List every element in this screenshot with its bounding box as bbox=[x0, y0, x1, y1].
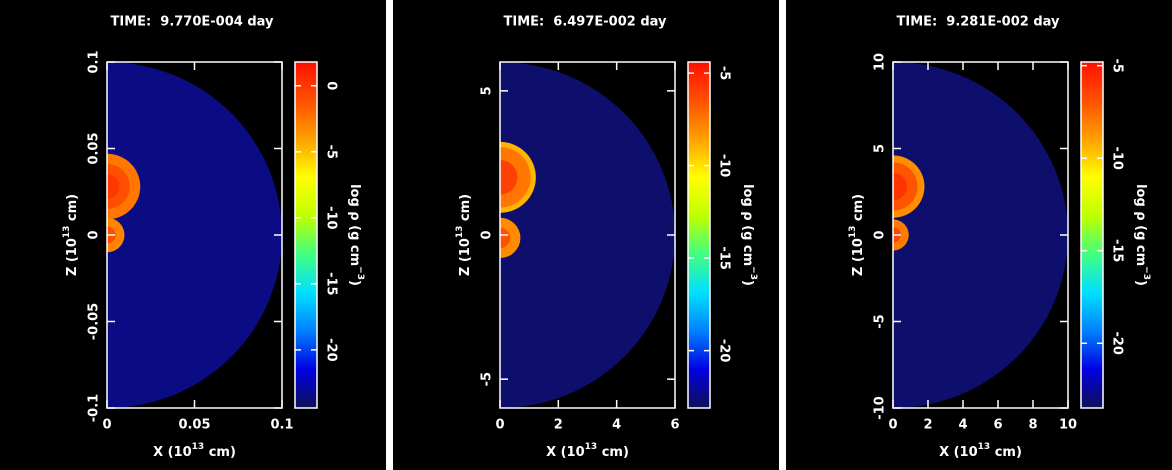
x-tick-label: 0 bbox=[495, 418, 504, 433]
density-region bbox=[107, 62, 282, 408]
x-tick-label: 0.05 bbox=[178, 418, 210, 433]
label-part: ) bbox=[1134, 280, 1149, 286]
x-axis-label: X (1013 cm) bbox=[546, 442, 629, 460]
x-tick-label: 0 bbox=[102, 418, 111, 433]
x-axis-label: X (1013 cm) bbox=[153, 442, 236, 460]
colorbar bbox=[294, 61, 318, 409]
label-part: log ρ (g cm bbox=[741, 184, 756, 266]
panel: TIME: 9.281E-002 day 0 2 4 6 8 10 -10 -5 0 5 10 -5 -1… bbox=[786, 0, 1172, 470]
y-tick-label: -5 bbox=[873, 314, 888, 328]
label-part: cm) bbox=[990, 445, 1022, 460]
label-part: cm) bbox=[65, 194, 80, 226]
label-part: cm) bbox=[851, 194, 866, 226]
label-part: Z (10 bbox=[851, 238, 866, 276]
colorbar-tick-label: -20 bbox=[1110, 331, 1125, 355]
x-tick-label: 2 bbox=[554, 418, 563, 433]
colorbar-tick-label: -20 bbox=[324, 338, 339, 362]
y-tick-label: 0 bbox=[873, 230, 888, 239]
label-part: ) bbox=[348, 280, 363, 286]
colorbar-tick-label: -10 bbox=[1110, 146, 1125, 170]
superscript: −3 bbox=[749, 266, 759, 280]
density-region bbox=[500, 160, 518, 195]
y-tick-label: -10 bbox=[873, 396, 888, 420]
y-axis-label: Z (1013 cm) bbox=[848, 194, 866, 276]
y-tick-label: 0 bbox=[87, 230, 102, 239]
label-part: Z (10 bbox=[458, 238, 473, 276]
y-tick-label: 5 bbox=[873, 144, 888, 153]
colorbar-tick-label: -10 bbox=[717, 154, 732, 178]
plot-area bbox=[500, 62, 675, 408]
label-part: X (10 bbox=[153, 445, 192, 460]
colorbar-tick-label: -20 bbox=[717, 339, 732, 363]
label-part: log ρ (g cm bbox=[348, 184, 363, 266]
density-region bbox=[500, 227, 511, 248]
density-region bbox=[500, 62, 675, 408]
x-tick-label: 6 bbox=[670, 418, 679, 433]
superscript: −3 bbox=[356, 266, 366, 280]
label-part: log ρ (g cm bbox=[1134, 184, 1149, 266]
label-part: Z (10 bbox=[65, 238, 80, 276]
colorbar-label: log ρ (g cm−3) bbox=[348, 184, 366, 286]
superscript: 13 bbox=[455, 226, 465, 239]
x-axis-label: X (1013 cm) bbox=[939, 442, 1022, 460]
y-tick-label: -0.1 bbox=[87, 394, 102, 422]
colorbar-tick-label: -10 bbox=[324, 206, 339, 230]
x-tick-label: 2 bbox=[923, 418, 932, 433]
x-tick-label: 0.1 bbox=[270, 418, 293, 433]
colorbar bbox=[687, 61, 711, 409]
y-axis-label: Z (1013 cm) bbox=[455, 194, 473, 276]
colorbar-label: log ρ (g cm−3) bbox=[1134, 184, 1152, 286]
superscript: 13 bbox=[585, 442, 598, 452]
superscript: 13 bbox=[848, 226, 858, 239]
x-tick-label: 8 bbox=[1028, 418, 1037, 433]
superscript: 13 bbox=[978, 442, 991, 452]
y-tick-label: 0.05 bbox=[87, 132, 102, 164]
panel: TIME: 9.770E-004 day 0 0.05 0.1 -0.1 -0.05 0 0.… bbox=[0, 0, 386, 470]
x-tick-label: 4 bbox=[958, 418, 967, 433]
panel: TIME: 6.497E-002 day 0 2 4 6 -5 0 5 -5 -10 -15 -20 X… bbox=[393, 0, 779, 470]
colorbar-tick-label: -15 bbox=[1110, 239, 1125, 263]
colorbar-tick-label: -5 bbox=[1110, 58, 1125, 72]
density-region bbox=[107, 174, 120, 199]
label-part: cm) bbox=[204, 445, 236, 460]
superscript: −3 bbox=[1142, 266, 1152, 280]
plot-area bbox=[107, 62, 282, 408]
colorbar-label: log ρ (g cm−3) bbox=[741, 184, 759, 286]
density-region bbox=[893, 172, 907, 201]
x-tick-label: 0 bbox=[888, 418, 897, 433]
y-tick-label: -5 bbox=[480, 372, 495, 386]
superscript: 13 bbox=[192, 442, 205, 452]
x-tick-label: 10 bbox=[1059, 418, 1077, 433]
plot-area bbox=[893, 62, 1068, 408]
label-part: cm) bbox=[458, 194, 473, 226]
density-region bbox=[893, 62, 1068, 408]
colorbar-tick-label: -15 bbox=[324, 272, 339, 296]
colorbar-tick-label: 0 bbox=[324, 81, 339, 90]
colorbar-tick-label: -15 bbox=[717, 246, 732, 270]
panel-title: TIME: 6.497E-002 day bbox=[504, 15, 668, 30]
colorbar bbox=[1080, 61, 1104, 409]
y-tick-label: 5 bbox=[480, 86, 495, 95]
colorbar-tick-label: -5 bbox=[324, 145, 339, 159]
panel-title: TIME: 9.770E-004 day bbox=[111, 15, 275, 30]
y-tick-label: 0 bbox=[480, 230, 495, 239]
x-tick-label: 6 bbox=[993, 418, 1002, 433]
x-tick-label: 4 bbox=[612, 418, 621, 433]
y-tick-label: 0.1 bbox=[87, 50, 102, 73]
label-part: X (10 bbox=[546, 445, 585, 460]
label-part: cm) bbox=[597, 445, 629, 460]
y-axis-label: Z (1013 cm) bbox=[62, 194, 80, 276]
panel-title: TIME: 9.281E-002 day bbox=[897, 15, 1061, 30]
y-tick-label: -0.05 bbox=[87, 303, 102, 340]
label-part: X (10 bbox=[939, 445, 978, 460]
colorbar-tick-label: -5 bbox=[717, 66, 732, 80]
label-part: ) bbox=[741, 280, 756, 286]
superscript: 13 bbox=[62, 226, 72, 239]
y-tick-label: 10 bbox=[873, 53, 888, 71]
